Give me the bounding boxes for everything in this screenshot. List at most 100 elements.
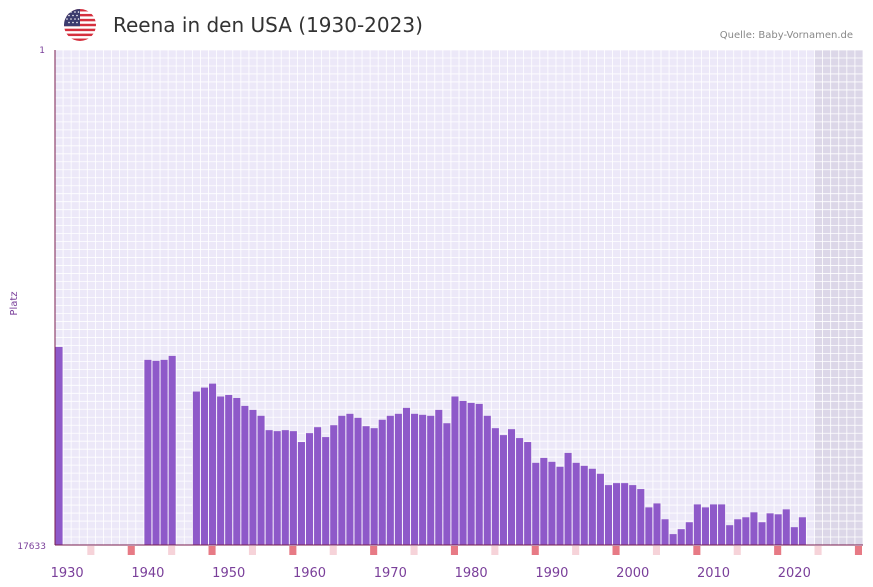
half-decade-marker [733, 546, 741, 555]
half-decade-marker [168, 546, 176, 555]
x-tick-labels: 1930 1940 1950 1960 1970 1980 1990 2000 2010 2020 [51, 566, 811, 581]
bar-1947 [200, 387, 209, 545]
half-decade-marker [248, 546, 256, 555]
x-tick-1960: 1960 [293, 566, 326, 581]
bar-2011 [718, 504, 726, 545]
bar-2015 [750, 512, 758, 545]
x-tick-2020: 2020 [778, 566, 811, 581]
bar-1989 [540, 457, 548, 545]
bar-1966 [354, 417, 362, 545]
bar-1992 [564, 452, 572, 545]
half-decade-marker [572, 546, 580, 555]
us-flag-graphic [64, 9, 96, 41]
half-decade-marker [329, 546, 337, 555]
bar-1959 [297, 442, 305, 545]
bar-1978 [451, 396, 459, 545]
x-tick-1970: 1970 [374, 566, 407, 581]
bar-1984 [499, 435, 507, 545]
bar-1979 [459, 400, 467, 545]
bar-2002 [645, 507, 653, 545]
bar-2019 [782, 509, 790, 545]
bar-1957 [281, 430, 289, 545]
year-markers [87, 546, 862, 555]
bar-1976 [435, 409, 443, 545]
bar-1985 [507, 429, 516, 545]
bar-1993 [572, 462, 580, 545]
bar-1972 [402, 407, 411, 545]
decade-marker [450, 546, 458, 555]
bar-1991 [556, 466, 564, 545]
bar-2020 [790, 527, 798, 545]
bar-1971 [394, 413, 402, 545]
bar-1982 [483, 415, 491, 545]
bar-1974 [419, 414, 427, 545]
bar-2016 [758, 522, 766, 545]
bar-1999 [621, 483, 629, 545]
half-decade-marker [652, 546, 660, 555]
decade-marker [612, 546, 620, 555]
bar-1968 [370, 428, 378, 545]
bar-2021 [798, 517, 806, 545]
bar-2000 [629, 485, 637, 545]
x-tick-1930: 1930 [51, 566, 84, 581]
bar-1929 [55, 347, 63, 545]
bar-1960 [305, 433, 314, 545]
half-decade-marker [491, 546, 499, 555]
x-tick-1950: 1950 [212, 566, 245, 581]
bar-1965 [346, 413, 354, 545]
bar-1980 [467, 402, 475, 545]
x-tick-2010: 2010 [697, 566, 730, 581]
bar-1942 [160, 359, 168, 545]
bar-1987 [524, 442, 532, 545]
bar-1973 [411, 413, 419, 545]
half-decade-marker [814, 546, 822, 555]
bar-1995 [588, 468, 596, 545]
bar-1975 [427, 415, 435, 545]
bar-2013 [734, 519, 742, 545]
bar-1950 [225, 395, 233, 545]
bar-1970 [386, 415, 394, 545]
bar-1946 [192, 391, 200, 545]
bar-1977 [443, 423, 451, 545]
y-axis-title: Platz [9, 291, 20, 315]
bar-1983 [491, 428, 499, 545]
bar-1949 [217, 396, 225, 545]
bar-1990 [548, 461, 556, 545]
bar-2014 [742, 517, 750, 545]
bar-1996 [596, 473, 604, 545]
bar-1962 [322, 437, 330, 545]
y-tick-top: 1 [39, 46, 45, 56]
chart-header: Reena in den USA (1930-2023) Quelle: Bab… [0, 0, 873, 50]
decade-marker [208, 546, 216, 555]
bar-1954 [257, 415, 265, 545]
decade-marker [854, 546, 862, 555]
bar-2009 [701, 507, 709, 545]
chart-title: Reena in den USA (1930-2023) [113, 13, 423, 37]
bar-2018 [774, 514, 782, 545]
bar-1955 [265, 430, 273, 545]
x-tick-2000: 2000 [616, 566, 649, 581]
bar-2003 [653, 503, 661, 545]
bar-2010 [709, 504, 718, 545]
bar-2004 [661, 519, 669, 545]
bar-1952 [241, 405, 249, 545]
bar-1963 [330, 425, 338, 545]
x-tick-1990: 1990 [535, 566, 568, 581]
bar-1967 [362, 426, 370, 545]
decade-marker [531, 546, 539, 555]
bar-1948 [209, 383, 217, 545]
x-tick-1980: 1980 [455, 566, 488, 581]
bar-2005 [669, 534, 677, 545]
half-decade-marker [87, 546, 95, 555]
bar-1994 [580, 465, 588, 545]
bar-2007 [685, 522, 693, 545]
bar-series [55, 347, 806, 545]
bar-2006 [677, 529, 685, 545]
bar-2001 [637, 489, 645, 545]
bar-1998 [613, 483, 621, 545]
bar-1981 [475, 403, 483, 545]
y-tick-bottom: 17633 [17, 542, 46, 552]
bar-1988 [532, 462, 540, 545]
bar-1943 [168, 355, 176, 545]
